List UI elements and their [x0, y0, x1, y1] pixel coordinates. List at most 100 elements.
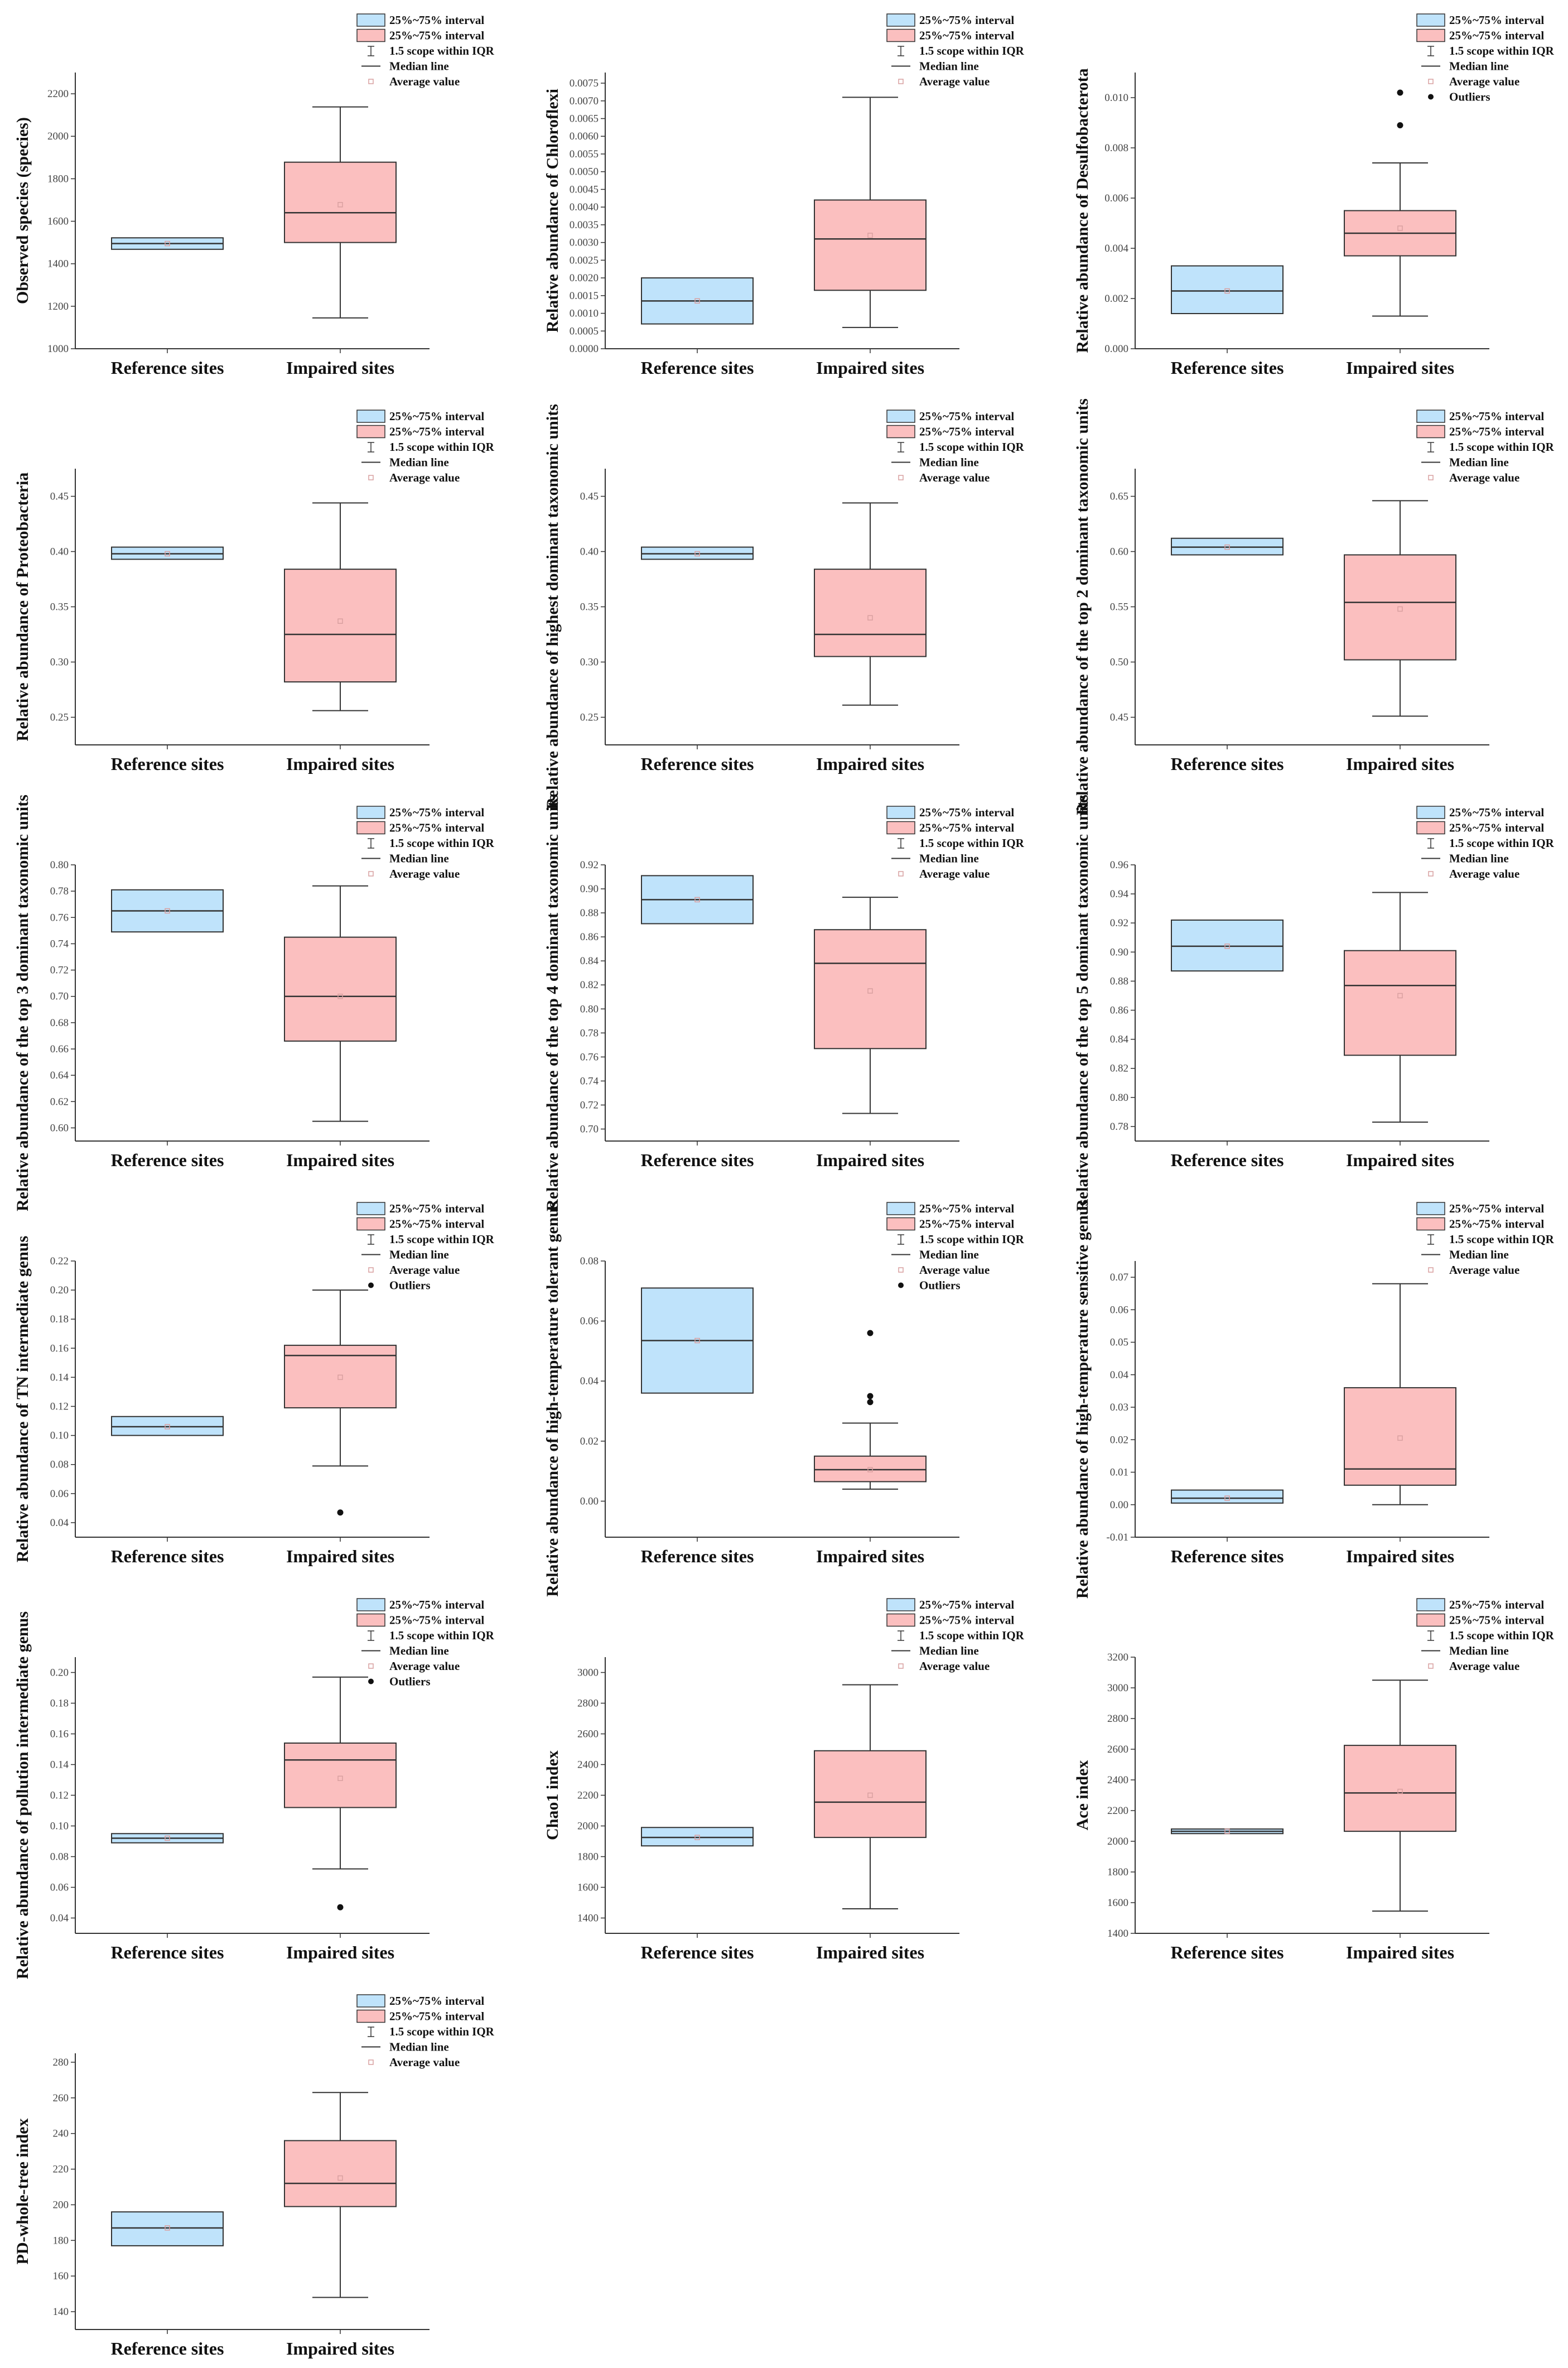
legend-swatch [886, 410, 915, 423]
y-tick-label: 0.35 [580, 601, 599, 613]
legend-mean-icon [898, 475, 904, 480]
y-tick-label: 2800 [1107, 1713, 1128, 1725]
legend-label: 1.5 scope within IQR [919, 44, 1025, 57]
y-tick-label: 0.78 [1110, 1121, 1128, 1133]
x-category-label: Reference sites [111, 1546, 224, 1566]
y-tick-label: 0.03 [1110, 1402, 1128, 1413]
legend-label: Median line [919, 60, 979, 73]
legend-swatch [886, 1202, 915, 1215]
y-tick-label: 1400 [47, 258, 69, 270]
y-tick-label: 0.70 [50, 991, 69, 1003]
y-tick-label: 0.94 [1110, 888, 1129, 900]
legend-mean-icon [368, 1663, 374, 1669]
y-axis-label: Relative abundance of high-temperature s… [1073, 1200, 1092, 1599]
outlier-point [337, 1509, 344, 1516]
legend-label: Outliers [1449, 90, 1490, 104]
y-tick-label: 2000 [577, 1821, 599, 1832]
y-tick-label: 0.0010 [570, 308, 599, 320]
y-tick-label: 0.55 [1110, 601, 1128, 613]
legend-label: Average value [389, 867, 460, 880]
y-tick-label: 0.0005 [570, 325, 599, 337]
mean-marker [165, 240, 170, 247]
legend-label: 25%~75% interval [1449, 410, 1544, 423]
legend-label: 1.5 scope within IQR [1449, 836, 1555, 850]
legend-label: Median line [1449, 456, 1509, 469]
legend-mean-icon [1428, 1267, 1434, 1273]
legend-label: 1.5 scope within IQR [1449, 1629, 1555, 1642]
y-tick-label: 0.006 [1104, 192, 1128, 204]
legend-mean-icon [368, 1267, 374, 1273]
chart-panel-4: 0.25 0.30 0.35 0.40 0.45 Reference sites Impai… [13, 410, 495, 774]
legend-label: Outliers [389, 1279, 431, 1292]
legend-label: Median line [919, 1248, 979, 1262]
legend-label: 25%~75% interval [389, 1614, 484, 1627]
legend-label: 1.5 scope within IQR [919, 1233, 1025, 1246]
y-tick-label: 1600 [577, 1882, 599, 1894]
legend-swatch [1416, 1202, 1445, 1215]
legend-label: 1.5 scope within IQR [919, 836, 1025, 850]
y-tick-label: 0.80 [1110, 1092, 1128, 1104]
legend-label: 25%~75% interval [389, 1994, 484, 2008]
legend-label: Average value [1449, 471, 1519, 484]
legend-swatch [886, 425, 915, 439]
legend-label: Median line [1449, 60, 1509, 73]
y-tick-label: 0.70 [580, 1123, 599, 1135]
y-tick-label: 0.12 [50, 1790, 69, 1802]
legend-label: 25%~75% interval [389, 1598, 484, 1611]
y-tick-label: 0.66 [50, 1043, 69, 1055]
mean-marker [867, 988, 873, 994]
chart-panel-8: 0.70 0.72 0.74 0.76 0.78 0.80 0.82 0.84 0.86 0.88… [543, 795, 1025, 1211]
y-tick-label: 0.74 [580, 1075, 599, 1087]
y-tick-label: 0.78 [50, 885, 69, 897]
legend-label: Average value [1449, 867, 1519, 880]
y-tick-label: 0.30 [580, 657, 599, 668]
y-tick-label: 0.96 [1110, 859, 1128, 871]
y-tick-label: 0.14 [50, 1371, 69, 1383]
chart-panel-12: -0.01 0.00 0.01 0.02 0.03 0.04 0.05 0.06 0.07 Ref… [1073, 1200, 1555, 1599]
mean-marker [1397, 606, 1403, 612]
y-tick-label: 0.002 [1104, 293, 1128, 305]
y-axis-label: Relative abundance of Chloroflexi [543, 89, 562, 333]
x-category-label: Reference sites [641, 358, 754, 378]
legend-swatch [886, 1613, 915, 1627]
legend-label: 25%~75% interval [1449, 821, 1544, 835]
legend-mean-icon [898, 871, 904, 877]
legend-swatch [886, 821, 915, 835]
box-impaired [1344, 554, 1456, 661]
y-tick-label: 0.74 [50, 938, 69, 950]
chart-panel-6: 0.45 0.50 0.55 0.60 0.65 Reference sites Impai… [1073, 398, 1555, 815]
mean-marker [165, 1835, 170, 1841]
legend-label: Average value [919, 1263, 990, 1277]
legend-swatch [356, 1613, 385, 1627]
x-category-label: Reference sites [641, 1546, 754, 1566]
x-category-label: Impaired sites [816, 754, 924, 774]
legend-label: 1.5 scope within IQR [389, 2025, 495, 2038]
legend-label: 25%~75% interval [919, 410, 1014, 423]
x-category-label: Impaired sites [1346, 1546, 1454, 1566]
x-category-label: Reference sites [641, 1942, 754, 1962]
outlier-point [867, 1393, 874, 1399]
legend-label: 1.5 scope within IQR [389, 1233, 495, 1246]
y-tick-label: 0.06 [1110, 1304, 1128, 1316]
box-impaired [1344, 1745, 1456, 1832]
outlier-point [1397, 89, 1403, 96]
y-tick-label: 0.0020 [570, 272, 599, 284]
y-tick-label: 0.04 [50, 1517, 69, 1529]
y-tick-label: 0.76 [580, 1051, 599, 1063]
x-category-label: Reference sites [641, 754, 754, 774]
legend-label: 1.5 scope within IQR [1449, 440, 1555, 454]
legend-label: 1.5 scope within IQR [1449, 44, 1555, 57]
mean-marker [1224, 1828, 1230, 1834]
mean-marker [694, 1835, 700, 1840]
y-tick-label: 0.01 [1110, 1467, 1128, 1479]
y-tick-label: 0.45 [1110, 712, 1128, 724]
y-tick-label: 0.92 [1110, 917, 1128, 929]
chart-panel-2: 0.0000 0.0005 0.0010 0.0015 0.0020 0.0025 0.00… [543, 13, 1025, 378]
y-tick-label: 0.06 [50, 1882, 69, 1894]
y-tick-label: 140 [53, 2306, 69, 2318]
legend-swatch [356, 1202, 385, 1215]
y-tick-label: 0.88 [1110, 975, 1128, 987]
legend-outlier-icon [368, 1678, 374, 1684]
x-category-label: Reference sites [111, 1150, 224, 1170]
y-axis-label: Relative abundance of the top 4 dominant… [543, 795, 562, 1211]
